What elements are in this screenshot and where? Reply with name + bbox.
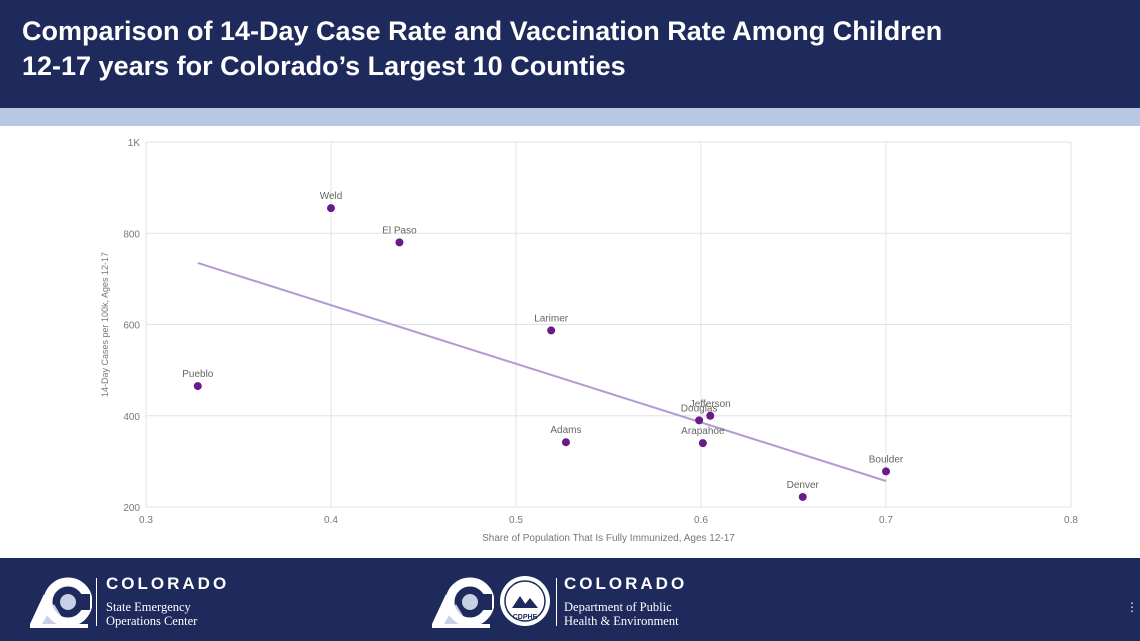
footer-org-name: COLORADO [564, 574, 688, 593]
data-point [706, 411, 715, 420]
page-title: Comparison of 14-Day Case Rate and Vacci… [22, 14, 1122, 84]
footer-divider [96, 578, 97, 626]
data-point [882, 467, 890, 476]
colorado-c-logo-icon [432, 577, 494, 628]
x-tick-label: 0.5 [509, 515, 523, 526]
accent-band [0, 108, 1140, 126]
x-tick-label: 0.3 [139, 515, 153, 526]
point-label: Douglas [681, 403, 718, 414]
footer-org-cdphe: CDPHE COLORADO Department of Public Heal… [430, 574, 730, 630]
data-point [193, 382, 202, 391]
cdphe-seal-icon: CDPHE [500, 576, 550, 626]
chart-area: 0.3 0.4 0.5 0.6 0.7 0.8 200 400 600 800 1K Share of… [0, 126, 1140, 558]
data-point [327, 204, 335, 213]
y-axis-label: 14-Day Cases per 100k, Ages 12-17 [100, 252, 110, 397]
footer-org-subtitle: State Emergency Operations Center [106, 600, 197, 628]
scatter-chart: 0.3 0.4 0.5 0.6 0.7 0.8 200 400 600 800 1K Share of… [100, 138, 1078, 544]
data-point [561, 438, 570, 447]
data-point [798, 492, 807, 501]
point-label: Adams [550, 425, 581, 436]
data-point [695, 416, 704, 425]
point-label: Pueblo [182, 369, 214, 380]
y-tick-label: 400 [123, 412, 140, 423]
page-title-line-1: Comparison of 14-Day Case Rate and Vacci… [22, 16, 943, 46]
footer-org-subtitle-line-1: Department of Public [564, 600, 672, 614]
footer-org-name: COLORADO [106, 574, 230, 593]
colorado-c-logo-icon [30, 577, 92, 628]
footer-org-subtitle-line-1: State Emergency [106, 600, 191, 614]
y-tick-label: 800 [123, 229, 140, 240]
point-label: Boulder [869, 454, 904, 465]
data-point [395, 238, 404, 247]
footer-banner: COLORADO State Emergency Operations Cent… [0, 558, 1140, 641]
footer-org-subtitle: Department of Public Health & Environmen… [564, 600, 679, 628]
footer-divider [556, 578, 557, 626]
x-tick-label: 0.4 [324, 515, 338, 526]
x-axis-label: Share of Population That Is Fully Immuni… [482, 533, 735, 544]
point-label: Denver [787, 480, 820, 491]
page-title-line-2: 12-17 years for Colorado’s Largest 10 Co… [22, 51, 626, 81]
header-banner: Comparison of 14-Day Case Rate and Vacci… [0, 0, 1140, 108]
point-label: Weld [320, 191, 343, 202]
data-point [698, 439, 707, 448]
x-tick-label: 0.7 [879, 515, 893, 526]
footer-org-seoc: COLORADO State Emergency Operations Cent… [28, 574, 268, 630]
point-label: Jefferson [690, 399, 731, 410]
data-point [547, 326, 556, 335]
more-options-icon[interactable]: ⋮ [1126, 601, 1138, 613]
point-label: Arapahoe [681, 426, 725, 437]
footer-org-subtitle-line-2: Health & Environment [564, 614, 679, 628]
x-tick-label: 0.8 [1064, 515, 1078, 526]
x-tick-label: 0.6 [694, 515, 708, 526]
cdphe-seal-text: CDPHE [513, 614, 538, 621]
y-tick-label: 1K [128, 138, 141, 149]
y-tick-label: 600 [123, 321, 140, 332]
y-tick-label: 200 [123, 503, 140, 514]
trendline [197, 261, 887, 482]
footer-org-subtitle-line-2: Operations Center [106, 614, 198, 628]
point-label: El Paso [382, 225, 417, 236]
point-label: Larimer [534, 313, 569, 324]
